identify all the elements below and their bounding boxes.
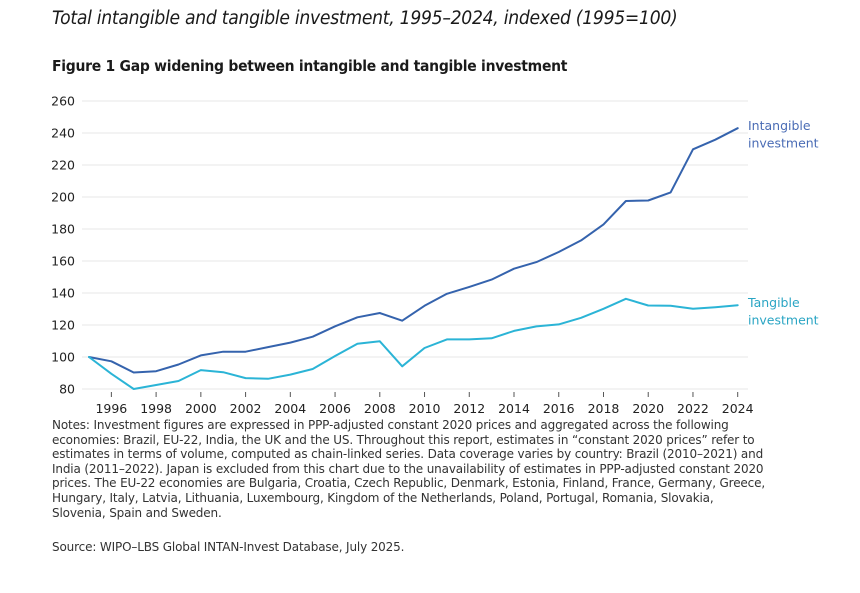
notes-line: India (2011–2022). Japan is excluded fro…: [52, 461, 764, 476]
x-tick-label: 2024: [722, 401, 754, 416]
y-tick-label: 160: [51, 254, 75, 269]
x-tick-label: 2022: [677, 401, 709, 416]
x-tick-label: 2012: [453, 401, 485, 416]
notes-line: Hungary, Italy, Latvia, Lithuania, Luxem…: [52, 490, 714, 505]
page-title: Total intangible and tangible investment…: [52, 8, 678, 29]
gridlines: [82, 100, 748, 390]
x-tick-label: 2018: [588, 401, 620, 416]
series-lines: [88, 127, 739, 390]
x-tick-label: 2020: [632, 401, 664, 416]
y-tick-label: 120: [51, 318, 75, 333]
x-tick-label: 2016: [543, 401, 575, 416]
series-label: investment: [748, 313, 819, 328]
x-axis: 1996 1998 2000 2002 2004 2006 2008 2010 2012 2014…: [95, 392, 754, 416]
x-tick-label: 2010: [409, 401, 441, 416]
x-tick-label: 1996: [95, 401, 127, 416]
x-tick-label: 2000: [185, 401, 217, 416]
y-tick-label: 220: [51, 158, 75, 173]
chart-source: Source: WIPO–LBS Global INTAN-Invest Dat…: [52, 540, 405, 554]
notes-line: economies: Brazil, EU-22, India, the UK …: [52, 432, 755, 447]
y-tick-label: 200: [51, 190, 75, 205]
series-label: Tangible: [747, 295, 800, 310]
notes-line: Notes: Investment figures are expressed …: [52, 418, 729, 432]
x-tick-label: 1998: [140, 401, 172, 416]
x-tick-label: 2008: [364, 401, 396, 416]
y-tick-label: 100: [51, 350, 75, 365]
x-tick-label: 2014: [498, 401, 530, 416]
y-tick-label: 260: [51, 94, 75, 109]
y-tick-label: 180: [51, 222, 75, 237]
y-tick-label: 240: [51, 126, 75, 141]
series-line-tangible-investment: [88, 297, 739, 390]
figure-title: Figure 1 Gap widening between intangible…: [52, 57, 568, 75]
y-tick-label: 140: [51, 286, 75, 301]
y-axis: 80 100 120 140 160 180 200 220 240 260: [51, 94, 75, 397]
x-tick-label: 2006: [319, 401, 351, 416]
series-label: Intangible: [748, 118, 811, 133]
line-chart: 80 100 120 140 160 180 200 220 240 260 1996 1998 20…: [51, 94, 819, 417]
x-tick-label: 2002: [230, 401, 262, 416]
notes-line: estimates in terms of volume, computed a…: [52, 447, 764, 462]
chart-notes: Notes: Investment figures are expressed …: [52, 418, 812, 520]
notes-line: Slovenia, Spain and Sweden.: [52, 505, 222, 520]
series-label: investment: [748, 136, 819, 151]
notes-line: prices. The EU-22 economies are Bulgaria…: [52, 476, 766, 491]
series-labels: Intangible investment Tangible investment: [747, 118, 819, 327]
series-line-intangible-investment: [88, 127, 739, 374]
x-tick-label: 2004: [274, 401, 306, 416]
y-tick-label: 80: [59, 382, 75, 397]
